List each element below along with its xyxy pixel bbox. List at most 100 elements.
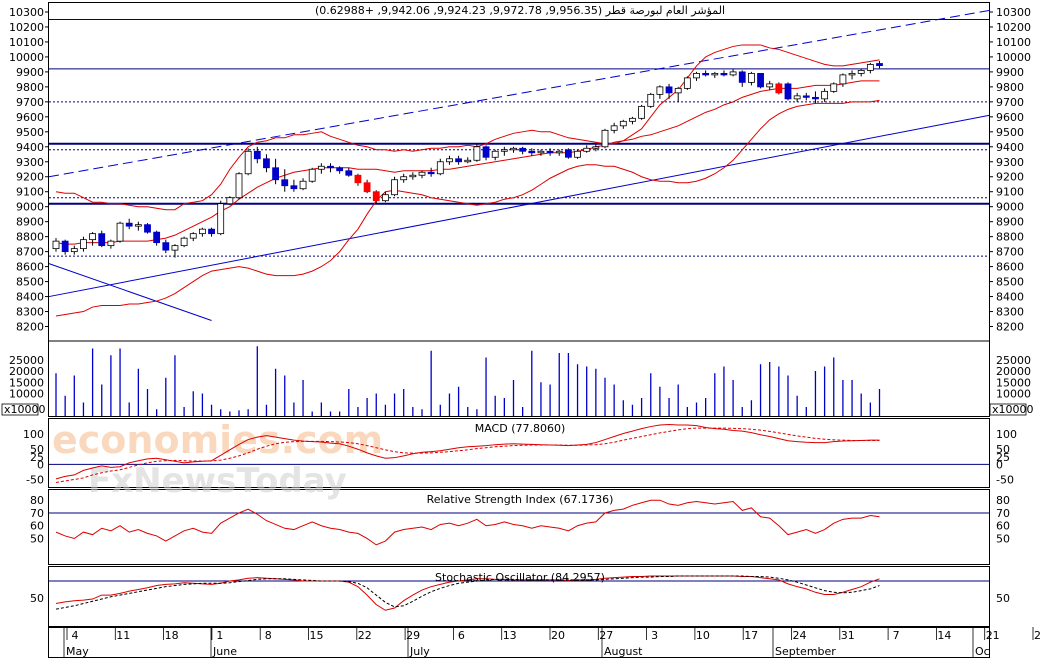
price-tick-label-left: 9800 [16, 81, 44, 94]
rsi-layer [49, 499, 989, 546]
price-tick-label-left: 10200 [9, 21, 44, 34]
month-label: July [409, 645, 430, 658]
candle-body [766, 83, 774, 88]
macd-panel-frame [48, 418, 990, 488]
candle [391, 176, 398, 197]
stoch-k-line [55, 575, 880, 611]
price-tick-label-right: 9500 [996, 126, 1024, 139]
candle [98, 230, 106, 248]
candle-body [638, 105, 645, 119]
candle-body [446, 158, 453, 163]
chart-title: المؤشر العام لبورصة قطر (9,956.35, 9,972… [315, 4, 725, 17]
volume-multiplier-left: x10000 [1, 403, 46, 416]
volume-tick-label-right: 15000 [996, 376, 1031, 389]
price-tick-label-right: 9000 [996, 201, 1024, 214]
candle [317, 163, 325, 174]
date-tick-label: 20 [551, 629, 565, 642]
candle-body [812, 96, 819, 100]
stoch-tick-label-left: 50 [30, 592, 44, 605]
volume-tick-label-left: 25000 [9, 354, 44, 367]
candle [281, 169, 289, 192]
candle-body [473, 146, 481, 161]
candle [162, 239, 170, 254]
candle [793, 92, 801, 102]
rising-trendline [48, 114, 990, 298]
candle-body [583, 147, 591, 152]
rsi-tick-label-right: 60 [996, 520, 1010, 533]
candle [244, 148, 252, 176]
candle [857, 68, 865, 77]
rsi-tick-label-left: 50 [30, 532, 44, 545]
candle [812, 91, 819, 104]
candle [464, 157, 472, 164]
macd-tick-label-right: 0 [996, 458, 1003, 471]
candle [693, 71, 700, 81]
candle-body [619, 120, 627, 127]
candle [89, 232, 96, 246]
macd-tick-label-left: 25 [30, 451, 44, 464]
candle [198, 227, 206, 237]
candle-body [354, 174, 362, 184]
candle [263, 154, 270, 173]
rsi-tick-label-right: 70 [996, 507, 1010, 520]
macd-tick-label-left: 50 [30, 443, 44, 456]
candle-body [372, 191, 380, 202]
price-tick-label-right: 9700 [996, 96, 1024, 109]
date-tick-label: 18 [165, 629, 179, 642]
candle [702, 70, 710, 77]
candle [876, 60, 883, 69]
date-tick-label: 15 [310, 629, 324, 642]
rsi-tick-label-right: 80 [996, 494, 1010, 507]
candle-body [574, 150, 581, 158]
candle [116, 221, 124, 243]
candle [830, 82, 838, 93]
candle [290, 179, 298, 192]
candle-body [500, 149, 508, 152]
candle [802, 92, 810, 101]
date-tick-label: 28 [1034, 629, 1040, 642]
price-tick-label-right: 9300 [996, 156, 1024, 169]
candle [683, 76, 691, 90]
candle [519, 146, 527, 155]
candle [565, 148, 572, 159]
date-tick-label: 4 [72, 629, 79, 642]
candle [446, 155, 453, 165]
bollinger-upper-band [55, 44, 880, 211]
macd-layer [49, 423, 989, 483]
candle-body [70, 248, 78, 253]
upper-channel-line [48, 9, 990, 178]
candle [409, 172, 417, 180]
candle-body [253, 150, 261, 160]
macd-tick-label-right: -50 [996, 473, 1014, 486]
price-tick-label-left: 9100 [16, 186, 44, 199]
candle [592, 143, 600, 152]
macd-tick-label-left: -50 [26, 473, 44, 486]
price-tick-label-right: 8400 [996, 291, 1024, 304]
date-tick-label: 24 [793, 629, 807, 642]
price-tick-label-left: 9200 [16, 171, 44, 184]
price-tick-label-left: 8300 [16, 306, 44, 319]
candle [738, 70, 746, 87]
candle-body [208, 228, 215, 235]
candle [272, 158, 280, 185]
price-tick-label-right: 9400 [996, 141, 1024, 154]
candle [665, 83, 673, 99]
stoch-tick-label-right: 50 [996, 592, 1010, 605]
candle [134, 221, 142, 231]
candle [720, 70, 728, 77]
candle-body [738, 71, 746, 83]
candle-body [171, 245, 179, 251]
candle [757, 72, 764, 89]
falling-trendline [48, 263, 212, 322]
candle [821, 88, 828, 102]
price-tick-label-right: 10300 [996, 6, 1031, 19]
candle-body [272, 167, 280, 181]
price-tick-label-left: 9400 [16, 141, 44, 154]
candle-body [565, 149, 572, 158]
candle-body [327, 165, 334, 169]
candle [354, 173, 362, 186]
candle [52, 238, 60, 252]
candle-body [866, 64, 874, 71]
candle-body [107, 240, 115, 247]
